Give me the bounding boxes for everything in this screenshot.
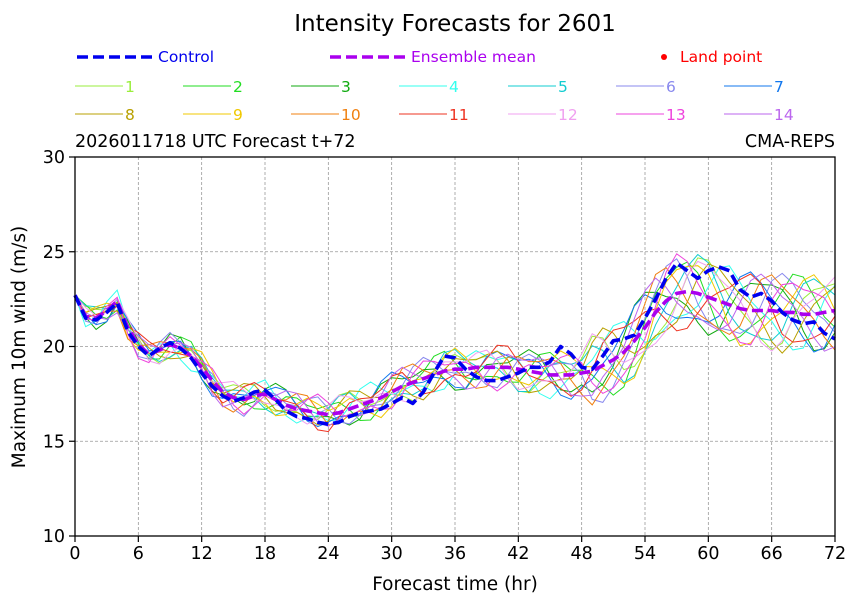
member-legend: 1 2 3 4 5 6 78 9 10 11 12 13 14 (75, 78, 794, 124)
legend-label-member-9: 9 (233, 106, 243, 124)
member-line-7 (74, 271, 836, 428)
y-tick-label-30: 30 (43, 148, 65, 168)
control-line (73, 261, 836, 427)
x-tick-label-6: 6 (133, 544, 144, 564)
legend-label-ensemble: Ensemble mean (411, 48, 536, 66)
x-axis-ticks: 0 6 12 18 24 30 36 42 48 54 60 66 72 (69, 536, 846, 564)
legend-label-member-7: 7 (774, 78, 784, 96)
member-line-9 (74, 265, 836, 419)
legend-label-member-12: 12 (558, 106, 578, 124)
legend-label-member-6: 6 (666, 78, 676, 96)
chart-title: Intensity Forecasts for 2601 (294, 11, 616, 37)
x-tick-label-72: 72 (824, 544, 846, 564)
subtitle-right: CMA-REPS (745, 132, 835, 152)
x-axis-label: Forecast time (hr) (372, 574, 538, 595)
legend-label-member-8: 8 (125, 106, 135, 124)
legend-label-member-3: 3 (341, 78, 351, 96)
member-line-14 (74, 273, 836, 427)
member-line-2 (74, 261, 836, 422)
y-tick-label-15: 15 (43, 432, 65, 452)
legend-label-member-1: 1 (125, 78, 135, 96)
member-line-13 (74, 253, 836, 418)
y-axis-ticks: 10 15 20 25 30 (43, 148, 75, 547)
x-tick-label-18: 18 (254, 544, 276, 564)
main-series (73, 261, 836, 427)
legend-label-member-5: 5 (558, 78, 568, 96)
y-axis-label: Maximum 10m wind (m/s) (9, 226, 30, 468)
x-tick-label-30: 30 (381, 544, 403, 564)
x-tick-label-54: 54 (634, 544, 656, 564)
legend-marker-land (661, 54, 667, 60)
legend-label-control: Control (158, 48, 214, 66)
y-tick-label-10: 10 (43, 527, 65, 547)
x-tick-label-48: 48 (571, 544, 593, 564)
x-tick-label-12: 12 (191, 544, 213, 564)
legend-label-member-11: 11 (449, 106, 469, 124)
legend-label-member-4: 4 (449, 78, 459, 96)
x-tick-label-0: 0 (69, 544, 80, 564)
x-tick-label-66: 66 (761, 544, 783, 564)
x-tick-label-60: 60 (697, 544, 719, 564)
subtitle-left: 2026011718 UTC Forecast t+72 (75, 132, 356, 152)
y-tick-label-20: 20 (43, 338, 65, 358)
x-tick-label-24: 24 (317, 544, 339, 564)
x-tick-label-42: 42 (507, 544, 529, 564)
legend-label-member-2: 2 (233, 78, 243, 96)
legend-label-land: Land point (680, 48, 762, 66)
member-line-5 (74, 253, 836, 416)
legend-label-member-10: 10 (341, 106, 361, 124)
x-tick-label-36: 36 (444, 544, 466, 564)
legend-label-member-14: 14 (774, 106, 794, 124)
y-tick-label-25: 25 (43, 243, 65, 263)
grid-lines (75, 157, 835, 536)
ensemble-mean-line (73, 289, 836, 417)
legend-label-member-13: 13 (666, 106, 686, 124)
